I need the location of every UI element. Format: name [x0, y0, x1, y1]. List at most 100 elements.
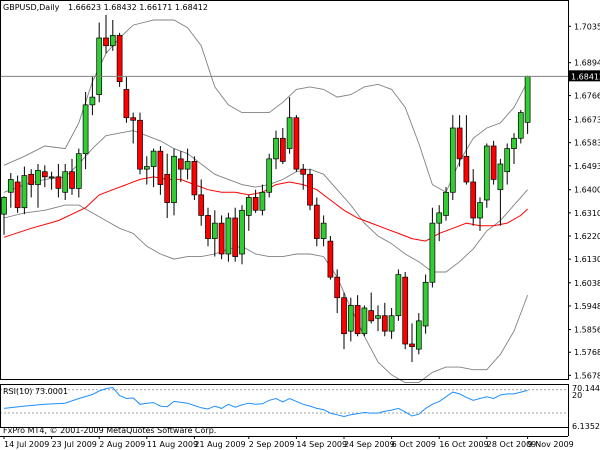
- price-panel: [0, 14, 568, 384]
- bollinger-upper-line: [3, 19, 528, 193]
- candle-body-bull: [109, 35, 116, 47]
- y-tick-label: 1.63100: [574, 209, 600, 218]
- candle-body-bear: [41, 171, 48, 178]
- candle-body-bull: [259, 191, 266, 211]
- candle-body-bull: [524, 75, 531, 123]
- y-tick-label: 1.61300: [574, 255, 600, 264]
- y-tick-label: 1.57680: [574, 348, 600, 357]
- candle-body-bull: [375, 315, 381, 319]
- candle-body-bull: [504, 148, 511, 173]
- candle-body-bull: [75, 153, 82, 189]
- x-tick-label: 2 Sep 2009: [249, 440, 295, 449]
- y-tick-label: 1.58560: [574, 326, 600, 335]
- x-tick-label: 21 Aug 2009: [194, 440, 245, 449]
- candle-body-bull: [483, 145, 490, 201]
- y-tick-label: 1.60380: [574, 279, 600, 288]
- rsi-title: RSI(10) 73.0001: [3, 387, 68, 396]
- rsi-y-tick-label: 20: [572, 391, 582, 400]
- chart-title: GBPUSD,Daily: [3, 3, 60, 12]
- candle-body-bear: [218, 222, 225, 255]
- candle-body-bear: [205, 215, 211, 239]
- candle-body-bear: [307, 173, 313, 206]
- candle-body-bear: [456, 127, 463, 160]
- price-panel-frame: [0, 0, 569, 380]
- candle-body-bull: [286, 117, 293, 149]
- candle-body-bear: [28, 173, 35, 185]
- candle-body-bear: [490, 145, 497, 180]
- candle-body-bull: [347, 305, 354, 332]
- candle-body-bear: [164, 173, 171, 203]
- bollinger-lower-line: [3, 204, 529, 384]
- x-tick-label: 24 Sep 2009: [344, 440, 395, 449]
- candle-body-bear: [334, 276, 341, 299]
- x-tick-label: 6 Oct 2009: [392, 440, 436, 449]
- candle-body-bear: [293, 117, 300, 170]
- candle-body-bull: [429, 222, 436, 283]
- rsi-y-tick-label: 6.1352: [572, 422, 600, 431]
- candle-body-bull: [388, 315, 395, 332]
- candle-body-bear: [279, 137, 286, 162]
- candle-body-bull: [184, 161, 191, 170]
- candle-body-bear: [137, 119, 143, 170]
- candle-body-bear: [341, 297, 347, 335]
- x-tick-label: 14 Jul 2009: [4, 440, 49, 449]
- moving-average-line: [3, 176, 528, 242]
- candle-body-bull: [320, 222, 327, 239]
- y-tick-label: 1.65830: [574, 139, 600, 148]
- x-tick-label: 28 Oct 2009: [487, 440, 536, 449]
- candle-body-bear: [368, 310, 375, 322]
- candle-body-bull: [422, 281, 429, 327]
- copyright-text: FxPro MT4, © 2001-2009 MetaQuotes Softwa…: [3, 426, 216, 435]
- candle-body-bear: [409, 343, 415, 347]
- x-tick-label: 23 Jul 2009: [52, 440, 97, 449]
- candle-body-bull: [361, 307, 368, 335]
- candle-body-bear: [177, 158, 184, 170]
- rsi-panel: [0, 386, 568, 418]
- x-tick-label: 2 Aug 2009: [99, 440, 145, 449]
- candle-body-bear: [470, 181, 477, 219]
- candle-body-bull: [96, 37, 103, 95]
- candle-body-bull: [449, 127, 456, 193]
- candle-body-bear: [300, 168, 307, 175]
- y-tick-label: 1.64000: [574, 186, 600, 195]
- candle-body-bear: [116, 35, 123, 83]
- candle-body-bull: [82, 104, 89, 155]
- candle-body-bull: [415, 320, 422, 350]
- candle-body-bull: [497, 163, 504, 191]
- candle-body-bear: [381, 315, 388, 332]
- y-tick-label: 1.62200: [574, 232, 600, 241]
- candle-body-bear: [130, 117, 137, 121]
- y-tick-label: 1.59480: [574, 302, 600, 311]
- candle-body-bull: [89, 96, 96, 106]
- candle-body-bull: [395, 274, 402, 317]
- candle-body-bull: [62, 171, 69, 193]
- candle-body-bear: [157, 150, 164, 185]
- bollinger-middle-line: [3, 130, 528, 273]
- candle-body-bull: [35, 170, 41, 185]
- candle-body-bear: [252, 197, 259, 211]
- rsi-line: [3, 386, 528, 418]
- current-price-label: 1.68412: [571, 72, 600, 81]
- x-tick-label: 14 Sep 2009: [296, 440, 347, 449]
- current-price-box: [569, 70, 600, 82]
- candle-body-bear: [191, 161, 198, 196]
- candle-body-bull: [211, 222, 218, 239]
- candle-body-bull: [517, 112, 524, 139]
- candle-body-bull: [273, 137, 279, 160]
- y-tick-label: 1.70355: [574, 22, 600, 31]
- candle-body-bear: [69, 171, 75, 189]
- candle-body-bull: [171, 155, 177, 203]
- candle-body-bear: [103, 37, 109, 47]
- candle-body-bull: [225, 217, 232, 255]
- candle-body-bull: [477, 202, 483, 219]
- candle-body-bull: [21, 175, 28, 209]
- x-tick-label: 11 Aug 2009: [147, 440, 198, 449]
- candle-body-bull: [48, 176, 55, 179]
- rsi-panel-frame: [0, 384, 569, 428]
- candle-body-bull: [511, 137, 517, 149]
- candle-body-bull: [266, 158, 273, 193]
- x-tick-label: 16 Oct 2009: [439, 440, 488, 449]
- ohlc-readout: 1.66623 1.68432 1.66171 1.68412: [68, 3, 208, 12]
